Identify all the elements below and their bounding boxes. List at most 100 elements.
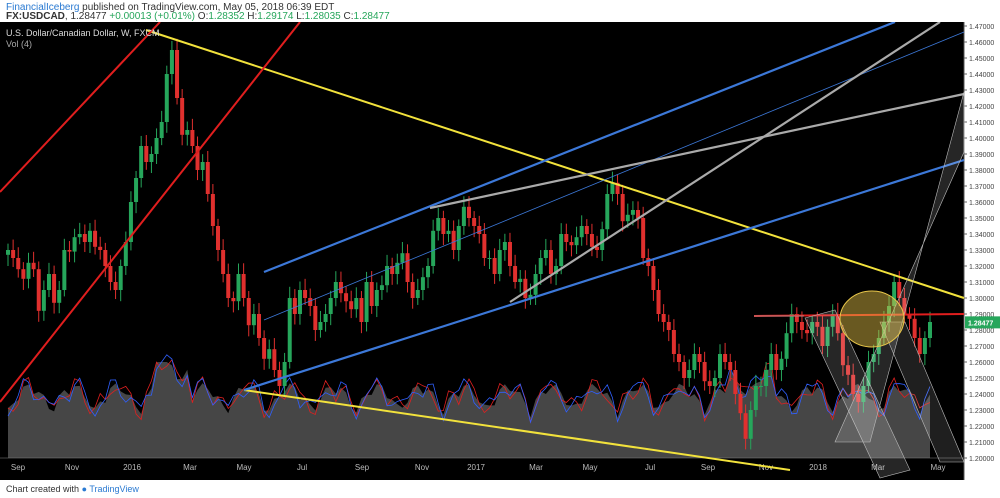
x-tick-label: Sep bbox=[11, 463, 26, 472]
candle-body bbox=[26, 262, 31, 279]
y-tick-label: 1.21000 bbox=[969, 440, 994, 447]
candle-body bbox=[267, 349, 272, 359]
price-chart[interactable]: 1.47000 1.46000 1.45000 1.44000 1.43000 1.420… bbox=[0, 20, 1000, 480]
candle-body bbox=[758, 386, 763, 387]
candle-body bbox=[733, 370, 738, 394]
candle-body bbox=[907, 314, 912, 319]
candle-body bbox=[892, 282, 897, 306]
right-channel bbox=[879, 321, 965, 463]
candle-body bbox=[354, 298, 359, 310]
ascending-channel bbox=[834, 91, 965, 443]
last-price-tag bbox=[965, 316, 1000, 329]
candle-body bbox=[789, 314, 794, 334]
candle-body bbox=[559, 234, 564, 266]
candle-body bbox=[625, 214, 630, 222]
candle-body bbox=[856, 394, 861, 402]
candle-body bbox=[303, 290, 308, 298]
x-tick-label: 2017 bbox=[467, 463, 485, 472]
candle-body bbox=[216, 226, 221, 250]
x-tick-label: May bbox=[930, 463, 945, 472]
candle-body bbox=[185, 130, 190, 135]
candle-body bbox=[436, 218, 441, 231]
x-tick-label: Mar bbox=[183, 463, 197, 472]
x-tick-label: Jul bbox=[645, 463, 655, 472]
author-link[interactable]: FinancialIceberg bbox=[6, 2, 80, 13]
y-tick-label: 1.47000 bbox=[969, 24, 994, 31]
candle-body bbox=[180, 98, 185, 135]
candle-body bbox=[815, 322, 820, 327]
ohlc-line: FX:USDCAD, 1.28477 +0.00013 (+0.01%) O:1… bbox=[6, 11, 390, 22]
candle-body bbox=[574, 237, 579, 246]
candle-body bbox=[835, 314, 840, 334]
candle-body bbox=[57, 290, 62, 303]
candle-body bbox=[748, 410, 753, 439]
candle-body bbox=[861, 386, 866, 402]
candle-body bbox=[472, 218, 477, 226]
candle-body bbox=[72, 237, 77, 252]
y-tick-label: 1.22000 bbox=[969, 424, 994, 431]
candle-body bbox=[851, 374, 856, 394]
chart-area[interactable]: 1.47000 1.46000 1.45000 1.44000 1.43000 1.420… bbox=[0, 20, 1000, 480]
y-tick-label: 1.33000 bbox=[969, 248, 994, 255]
candle-body bbox=[682, 362, 687, 378]
candle-body bbox=[492, 258, 497, 274]
candle-body bbox=[666, 322, 671, 330]
y-tick-label: 1.27000 bbox=[969, 344, 994, 351]
tradingview-link[interactable]: TradingView bbox=[89, 484, 139, 494]
candle-body bbox=[528, 294, 533, 298]
red-channel-lower bbox=[0, 21, 301, 403]
candle-body bbox=[482, 234, 487, 258]
candle-body bbox=[554, 266, 559, 274]
candle-body bbox=[846, 365, 851, 375]
y-tick-label: 1.29000 bbox=[969, 312, 994, 319]
candle-body bbox=[67, 250, 72, 252]
y-tick-label: 1.39000 bbox=[969, 152, 994, 159]
y-tick-label: 1.34000 bbox=[969, 232, 994, 239]
y-tick-label: 1.38000 bbox=[969, 168, 994, 175]
candle-body bbox=[615, 182, 620, 194]
candle-body bbox=[928, 322, 932, 338]
candle-body bbox=[687, 370, 692, 378]
candle-body bbox=[103, 250, 108, 266]
candle-body bbox=[764, 370, 769, 386]
candle-body bbox=[871, 354, 876, 362]
y-tick-label: 1.25000 bbox=[969, 376, 994, 383]
x-tick-label: 2016 bbox=[123, 463, 141, 472]
candle-body bbox=[195, 146, 200, 170]
candle-body bbox=[605, 194, 610, 230]
y-tick-label: 1.44000 bbox=[969, 72, 994, 79]
candle-body bbox=[210, 194, 215, 226]
x-tick-label: Mar bbox=[871, 463, 885, 472]
candle-body bbox=[487, 258, 492, 259]
candle-body bbox=[589, 234, 594, 247]
candle-body bbox=[93, 230, 98, 247]
candle-body bbox=[769, 354, 774, 370]
candle-body bbox=[390, 266, 395, 274]
candle-body bbox=[467, 206, 471, 218]
candle-body bbox=[610, 182, 615, 194]
candle-body bbox=[134, 178, 139, 202]
candle-body bbox=[420, 277, 425, 290]
last-price-label: 1.28477 bbox=[968, 320, 993, 327]
candle-body bbox=[451, 230, 456, 250]
candle-body bbox=[410, 282, 415, 298]
candle-body bbox=[379, 285, 384, 290]
candle-body bbox=[272, 349, 277, 370]
high-value: 1.29174 bbox=[257, 11, 294, 22]
candle-body bbox=[774, 354, 779, 370]
candle-body bbox=[328, 298, 333, 314]
candle-body bbox=[497, 250, 502, 274]
candle-body bbox=[477, 226, 482, 234]
candle-body bbox=[569, 242, 574, 246]
candle-body bbox=[139, 146, 144, 178]
candle-body bbox=[262, 338, 267, 359]
x-tick-label: 2018 bbox=[809, 463, 827, 472]
candle-body bbox=[118, 266, 123, 290]
candle-body bbox=[231, 298, 236, 302]
candle-body bbox=[584, 226, 589, 234]
candle-body bbox=[441, 218, 446, 234]
candle-body bbox=[881, 322, 886, 338]
candle-body bbox=[830, 314, 835, 327]
series-legend: U.S. Dollar/Canadian Dollar, W, FXCM bbox=[6, 28, 160, 38]
candle-body bbox=[256, 314, 261, 338]
